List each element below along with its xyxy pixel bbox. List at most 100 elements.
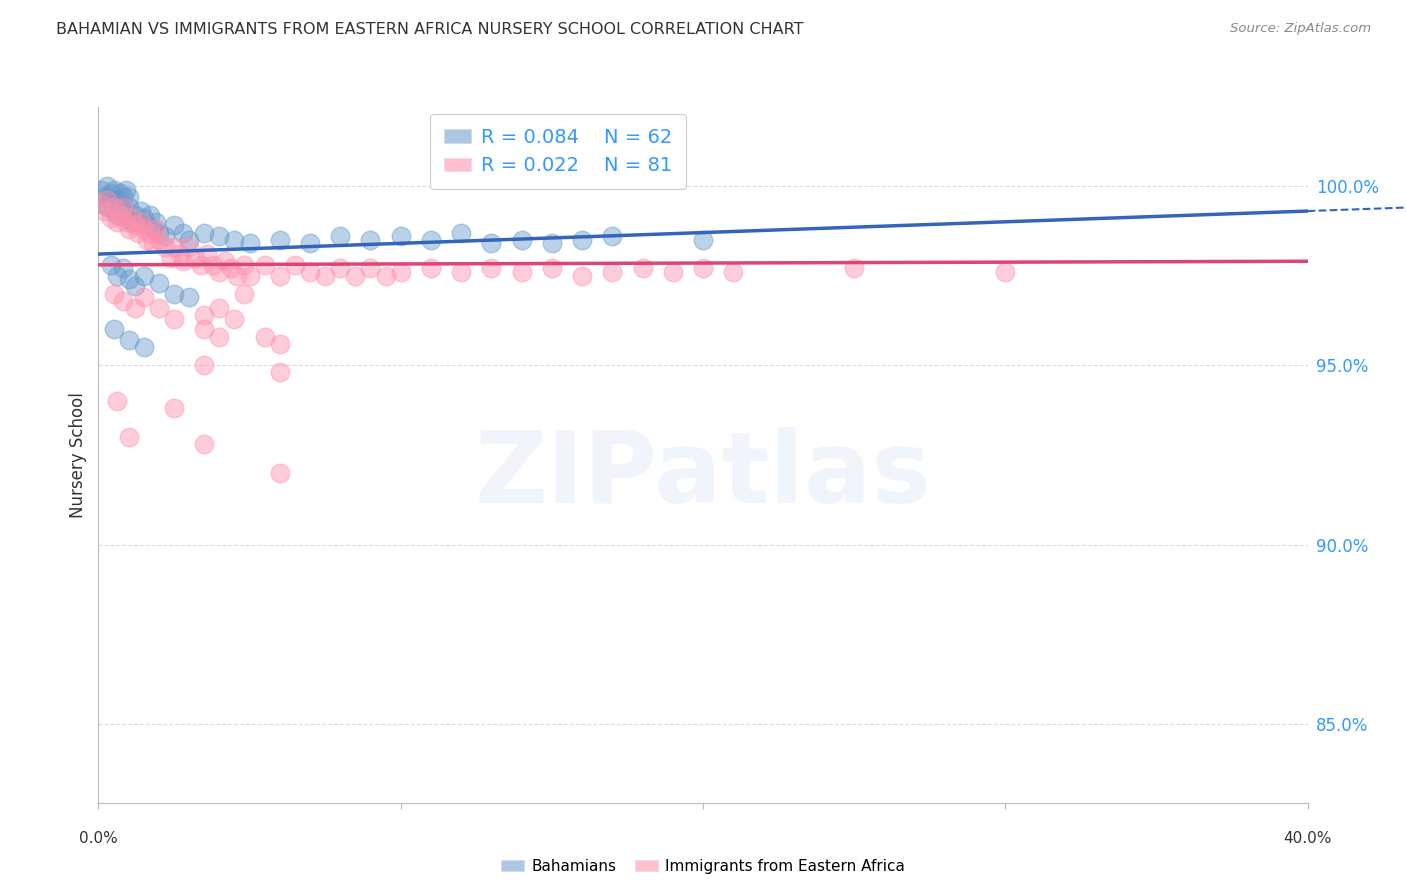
Point: [118, 201, 141, 215]
Point: [103, 204, 125, 219]
Point: [269, 233, 291, 247]
Point: [121, 211, 143, 226]
Point: [105, 268, 128, 283]
Point: [269, 466, 291, 480]
Point: [571, 233, 593, 247]
Point: [202, 258, 225, 272]
Point: [232, 286, 254, 301]
Point: [135, 233, 157, 247]
Point: [103, 286, 125, 301]
Point: [190, 258, 212, 272]
Point: [96, 201, 118, 215]
Point: [662, 265, 685, 279]
Point: [100, 211, 122, 226]
Point: [299, 265, 322, 279]
Point: [214, 254, 236, 268]
Point: [111, 190, 134, 204]
Point: [510, 265, 533, 279]
Point: [631, 261, 654, 276]
Point: [239, 268, 262, 283]
Point: [132, 340, 155, 354]
Point: [253, 329, 276, 343]
Point: [269, 268, 291, 283]
Point: [179, 290, 201, 304]
Point: [103, 201, 125, 215]
Point: [132, 222, 155, 236]
Point: [145, 215, 167, 229]
Point: [100, 194, 122, 208]
Point: [108, 197, 131, 211]
Point: [148, 276, 170, 290]
Point: [540, 236, 562, 251]
Point: [224, 233, 246, 247]
Point: [195, 247, 218, 261]
Point: [160, 251, 183, 265]
Point: [284, 258, 307, 272]
Point: [129, 204, 152, 219]
Point: [118, 333, 141, 347]
Point: [329, 229, 352, 244]
Point: [481, 261, 503, 276]
Point: [114, 215, 136, 229]
Text: ZIPatlas: ZIPatlas: [475, 427, 931, 524]
Legend: R = 0.084    N = 62, R = 0.022    N = 81: R = 0.084 N = 62, R = 0.022 N = 81: [430, 114, 686, 189]
Point: [105, 194, 128, 208]
Point: [124, 208, 146, 222]
Point: [121, 215, 143, 229]
Point: [124, 301, 146, 315]
Point: [90, 182, 112, 196]
Point: [374, 268, 396, 283]
Point: [994, 265, 1017, 279]
Point: [602, 229, 624, 244]
Point: [139, 226, 162, 240]
Point: [118, 272, 141, 286]
Point: [96, 194, 118, 208]
Point: [269, 336, 291, 351]
Point: [540, 261, 562, 276]
Point: [420, 261, 443, 276]
Point: [692, 261, 714, 276]
Point: [450, 265, 472, 279]
Point: [142, 236, 165, 251]
Point: [108, 208, 131, 222]
Point: [193, 437, 215, 451]
Point: [208, 329, 231, 343]
Point: [111, 201, 134, 215]
Point: [118, 222, 141, 236]
Point: [127, 215, 149, 229]
Point: [329, 261, 352, 276]
Point: [153, 229, 176, 244]
Point: [100, 258, 122, 272]
Point: [253, 258, 276, 272]
Point: [132, 268, 155, 283]
Point: [90, 197, 112, 211]
Point: [111, 204, 134, 219]
Point: [108, 186, 131, 200]
Point: [148, 226, 170, 240]
Point: [118, 190, 141, 204]
Point: [142, 222, 165, 236]
Point: [226, 268, 249, 283]
Point: [239, 236, 262, 251]
Point: [360, 261, 382, 276]
Point: [103, 322, 125, 336]
Point: [571, 268, 593, 283]
Point: [269, 366, 291, 380]
Point: [163, 286, 186, 301]
Point: [139, 208, 162, 222]
Point: [360, 233, 382, 247]
Point: [692, 233, 714, 247]
Point: [124, 219, 146, 233]
Point: [450, 226, 472, 240]
Point: [172, 226, 194, 240]
Point: [148, 233, 170, 247]
Point: [145, 222, 167, 236]
Point: [481, 236, 503, 251]
Point: [135, 219, 157, 233]
Point: [723, 265, 745, 279]
Y-axis label: Nursery School: Nursery School: [69, 392, 87, 518]
Point: [105, 394, 128, 409]
Point: [163, 240, 186, 254]
Point: [153, 240, 176, 254]
Point: [132, 211, 155, 226]
